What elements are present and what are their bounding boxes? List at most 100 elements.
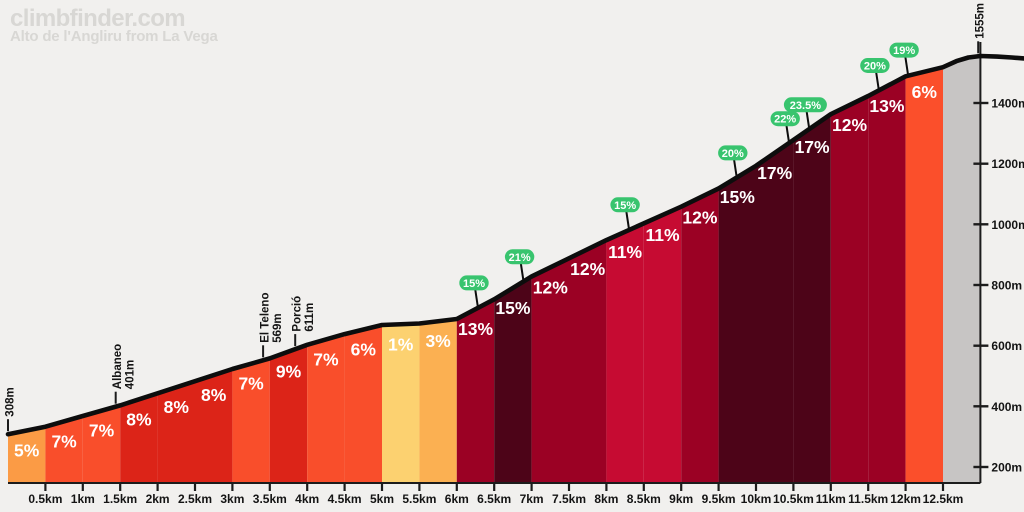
gradient-segment-10.5-11km[interactable] <box>793 114 831 483</box>
x-axis-label-7.5km: 7.5km <box>552 492 586 506</box>
segment-gradient-label: 8% <box>164 397 190 417</box>
x-axis-label-10km: 10km <box>741 492 772 506</box>
climb-title: Alto de l'Angliru from La Vega <box>10 28 218 45</box>
waypoint-label: El Teleno <box>260 293 272 343</box>
x-axis-label-4.5km: 4.5km <box>328 492 362 506</box>
segment-gradient-label: 17% <box>795 137 830 157</box>
segment-gradient-label: 12% <box>832 115 867 135</box>
x-axis-label-6km: 6km <box>445 492 469 506</box>
max-gradient-badge-stem <box>874 70 880 91</box>
gradient-segment-3-3.5km[interactable] <box>232 358 270 483</box>
gradient-segment-4-4.5km[interactable] <box>307 334 345 483</box>
gradient-segment-6.5-7km[interactable] <box>494 276 532 484</box>
waypoint-label: 308m <box>5 387 17 416</box>
waypoint-label: 1555m <box>975 3 987 39</box>
waypoint-label: Porció <box>292 296 304 332</box>
max-gradient-badge-label: 20% <box>864 61 886 73</box>
waypoint-label: 401m <box>125 360 137 389</box>
gradient-segment-7-7.5km[interactable] <box>531 258 569 483</box>
max-gradient-badge-label: 23.5% <box>790 100 821 112</box>
segment-gradient-label: 7% <box>238 374 264 394</box>
gradient-segment-3.5-4km[interactable] <box>269 344 308 483</box>
segment-gradient-label: 8% <box>126 409 152 429</box>
x-axis-label-3km: 3km <box>220 492 244 506</box>
max-gradient-badge-label: 21% <box>509 252 531 264</box>
x-axis-label-3.5km: 3.5km <box>253 492 287 506</box>
segment-gradient-label: 12% <box>570 259 605 279</box>
gradient-segment-5.5-6km[interactable] <box>419 319 457 483</box>
segment-gradient-label: 7% <box>313 349 339 369</box>
gradient-segment-11-11.5km[interactable] <box>830 96 869 483</box>
segment-gradient-label: 11% <box>608 242 642 262</box>
x-axis-label-1km: 1km <box>71 492 95 506</box>
y-axis-label-400m: 400m <box>991 400 1022 414</box>
segment-gradient-label: 6% <box>351 340 377 360</box>
segment-gradient-label: 8% <box>201 385 227 405</box>
y-axis-label-800m: 800m <box>991 279 1022 293</box>
segment-gradient-label: 13% <box>458 319 493 339</box>
segment-gradient-label: 13% <box>869 96 904 116</box>
gradient-segment-10-10.5km[interactable] <box>756 140 794 483</box>
x-axis-label-2km: 2km <box>146 492 170 506</box>
x-axis-label-5.5km: 5.5km <box>402 492 436 506</box>
elevation-profile-line <box>5 53 1024 437</box>
x-axis-label-12km: 12km <box>890 492 921 506</box>
y-axis-label-600m: 600m <box>991 339 1022 353</box>
gradient-segment-5-5.5km[interactable] <box>382 323 420 484</box>
segment-gradient-label: 9% <box>276 362 302 382</box>
gradient-segment-6-6.5km[interactable] <box>456 299 495 483</box>
x-axis-label-1.5km: 1.5km <box>103 492 137 506</box>
x-axis-label-8km: 8km <box>594 492 618 506</box>
after-summit-area[interactable] <box>943 56 981 483</box>
gradient-segment-8-8.5km[interactable] <box>606 223 644 483</box>
gradient-segment-12-12.5km[interactable] <box>905 67 943 483</box>
gradient-segment-11.5-12km[interactable] <box>868 76 906 484</box>
max-gradient-badge-stem <box>904 54 910 76</box>
x-axis-label-4km: 4km <box>295 492 319 506</box>
segment-gradient-label: 15% <box>495 298 530 318</box>
segment-gradient-label: 12% <box>682 208 717 228</box>
max-gradient-badge-label: 22% <box>774 114 796 126</box>
max-gradient-badge-stem <box>625 209 631 230</box>
max-gradient-badge-label: 19% <box>893 45 915 57</box>
x-axis-label-11.5km: 11.5km <box>848 492 888 506</box>
segment-gradient-label: 17% <box>757 163 792 183</box>
segment-gradient-label: 15% <box>720 187 755 207</box>
max-gradient-badge-label: 15% <box>463 278 485 290</box>
max-gradient-badge-stem <box>474 287 479 309</box>
x-axis-label-10.5km: 10.5km <box>773 492 814 506</box>
max-gradient-badge-label: 20% <box>722 148 744 160</box>
segment-gradient-label: 3% <box>425 331 451 351</box>
segment-gradient-label: 5% <box>14 440 40 460</box>
x-axis-label-0.5km: 0.5km <box>28 492 62 506</box>
gradient-segment-9.5-10km[interactable] <box>718 165 756 484</box>
gradient-segment-9-9.5km[interactable] <box>681 188 719 484</box>
gradient-segment-2-2.5km[interactable] <box>157 381 195 483</box>
y-axis-label-1400m: 1400m <box>991 97 1024 111</box>
max-gradient-badge <box>770 111 800 127</box>
gradient-segment-1.5-2km[interactable] <box>120 393 158 483</box>
max-gradient-badge <box>610 197 640 213</box>
x-axis-label-2.5km: 2.5km <box>178 492 212 506</box>
gradient-segment-7.5-8km[interactable] <box>569 240 607 483</box>
max-gradient-badge-stem <box>519 261 525 282</box>
max-gradient-badge <box>860 58 890 73</box>
gradient-segment-0.5-1km[interactable] <box>45 416 83 483</box>
max-gradient-badge-stem <box>732 157 738 179</box>
gradient-segment-8.5-9km[interactable] <box>643 206 682 483</box>
max-gradient-badge-stem <box>805 109 811 130</box>
x-axis-label-8.5km: 8.5km <box>627 492 661 506</box>
segment-gradient-label: 7% <box>51 431 77 451</box>
segment-gradient-label: 6% <box>912 82 938 102</box>
gradient-segment-4.5-5km[interactable] <box>344 325 382 483</box>
segment-gradient-label: 7% <box>89 421 115 441</box>
waypoint-label: Albaneo <box>112 344 124 389</box>
gradient-segment-0-0.5km[interactable] <box>8 426 46 483</box>
gradient-segment-2.5-3km[interactable] <box>195 369 233 483</box>
x-axis-label-12.5km: 12.5km <box>923 492 964 506</box>
max-gradient-badge <box>889 42 919 58</box>
gradient-segment-1-1.5km[interactable] <box>82 405 121 483</box>
brand-logo: climbfinder.com <box>10 5 186 32</box>
